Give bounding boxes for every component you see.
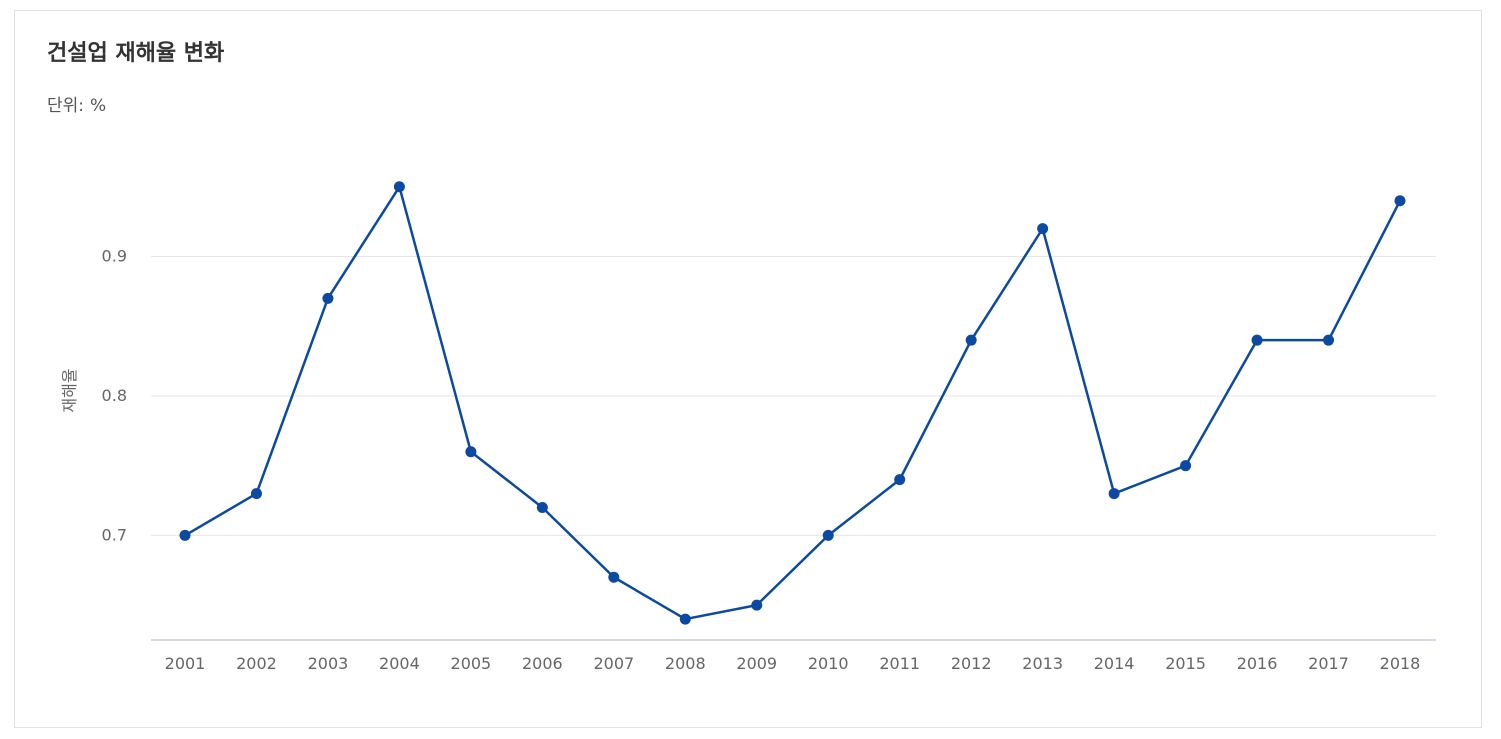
y-tick-label: 0.8 (102, 386, 127, 405)
data-point[interactable] (1323, 334, 1335, 346)
gridlines (151, 256, 1436, 536)
x-tick-label: 2011 (879, 654, 920, 673)
unit-value: % (90, 96, 107, 116)
x-tick-label: 2003 (308, 654, 349, 673)
data-point[interactable] (1394, 195, 1406, 207)
x-tick-label: 2008 (665, 654, 706, 673)
data-point[interactable] (1180, 460, 1192, 472)
x-tick-label: 2004 (379, 654, 420, 673)
data-point[interactable] (679, 613, 691, 625)
x-tick-label: 2001 (165, 654, 206, 673)
data-point[interactable] (250, 488, 262, 500)
data-point[interactable] (536, 502, 548, 514)
y-tick-label: 0.7 (102, 525, 127, 544)
data-point[interactable] (179, 529, 191, 541)
x-tick-label: 2006 (522, 654, 563, 673)
line-chart: 0.70.80.9 2001 2002 2003 2004 2005 2006 2007 20… (60, 181, 1436, 673)
data-point[interactable] (393, 181, 405, 193)
data-point[interactable] (751, 599, 763, 611)
x-tick-label: 2010 (808, 654, 849, 673)
data-points (179, 181, 1406, 625)
x-axis-ticks: 2001 2002 2003 2004 2005 2006 2007 2008 2009 2010… (165, 654, 1421, 673)
x-tick-label: 2007 (593, 654, 634, 673)
x-tick-label: 2014 (1094, 654, 1135, 673)
data-point[interactable] (322, 292, 334, 304)
x-tick-label: 2002 (236, 654, 277, 673)
data-point[interactable] (465, 446, 477, 458)
x-tick-label: 2016 (1237, 654, 1278, 673)
data-point[interactable] (608, 571, 620, 583)
data-point[interactable] (965, 334, 977, 346)
unit-caption: 단위:% (47, 91, 106, 116)
x-tick-label: 2017 (1308, 654, 1349, 673)
y-axis-title: 재해율 (60, 368, 79, 412)
x-tick-label: 2018 (1380, 654, 1421, 673)
unit-label: 단위: (47, 96, 85, 116)
data-point[interactable] (1108, 488, 1120, 500)
x-tick-label: 2005 (451, 654, 492, 673)
y-tick-label: 0.9 (102, 247, 127, 266)
chart-card: 건설업 재해율 변화 단위:% 0.7 0.8 0.9 2001 2002 2003 20… (14, 10, 1482, 728)
y-axis-ticks: 0.7 0.8 0.9 (102, 247, 127, 545)
data-point[interactable] (1037, 223, 1049, 235)
data-point[interactable] (1251, 334, 1263, 346)
data-point[interactable] (822, 529, 834, 541)
x-tick-label: 2012 (951, 654, 992, 673)
series-line-group (184, 185, 1402, 621)
chart-title: 건설업 재해율 변화 (47, 41, 225, 66)
x-tick-label: 2009 (736, 654, 777, 673)
x-tick-label: 2015 (1165, 654, 1206, 673)
series-line (184, 185, 1402, 621)
x-tick-label: 2013 (1022, 654, 1063, 673)
data-point[interactable] (894, 474, 906, 486)
